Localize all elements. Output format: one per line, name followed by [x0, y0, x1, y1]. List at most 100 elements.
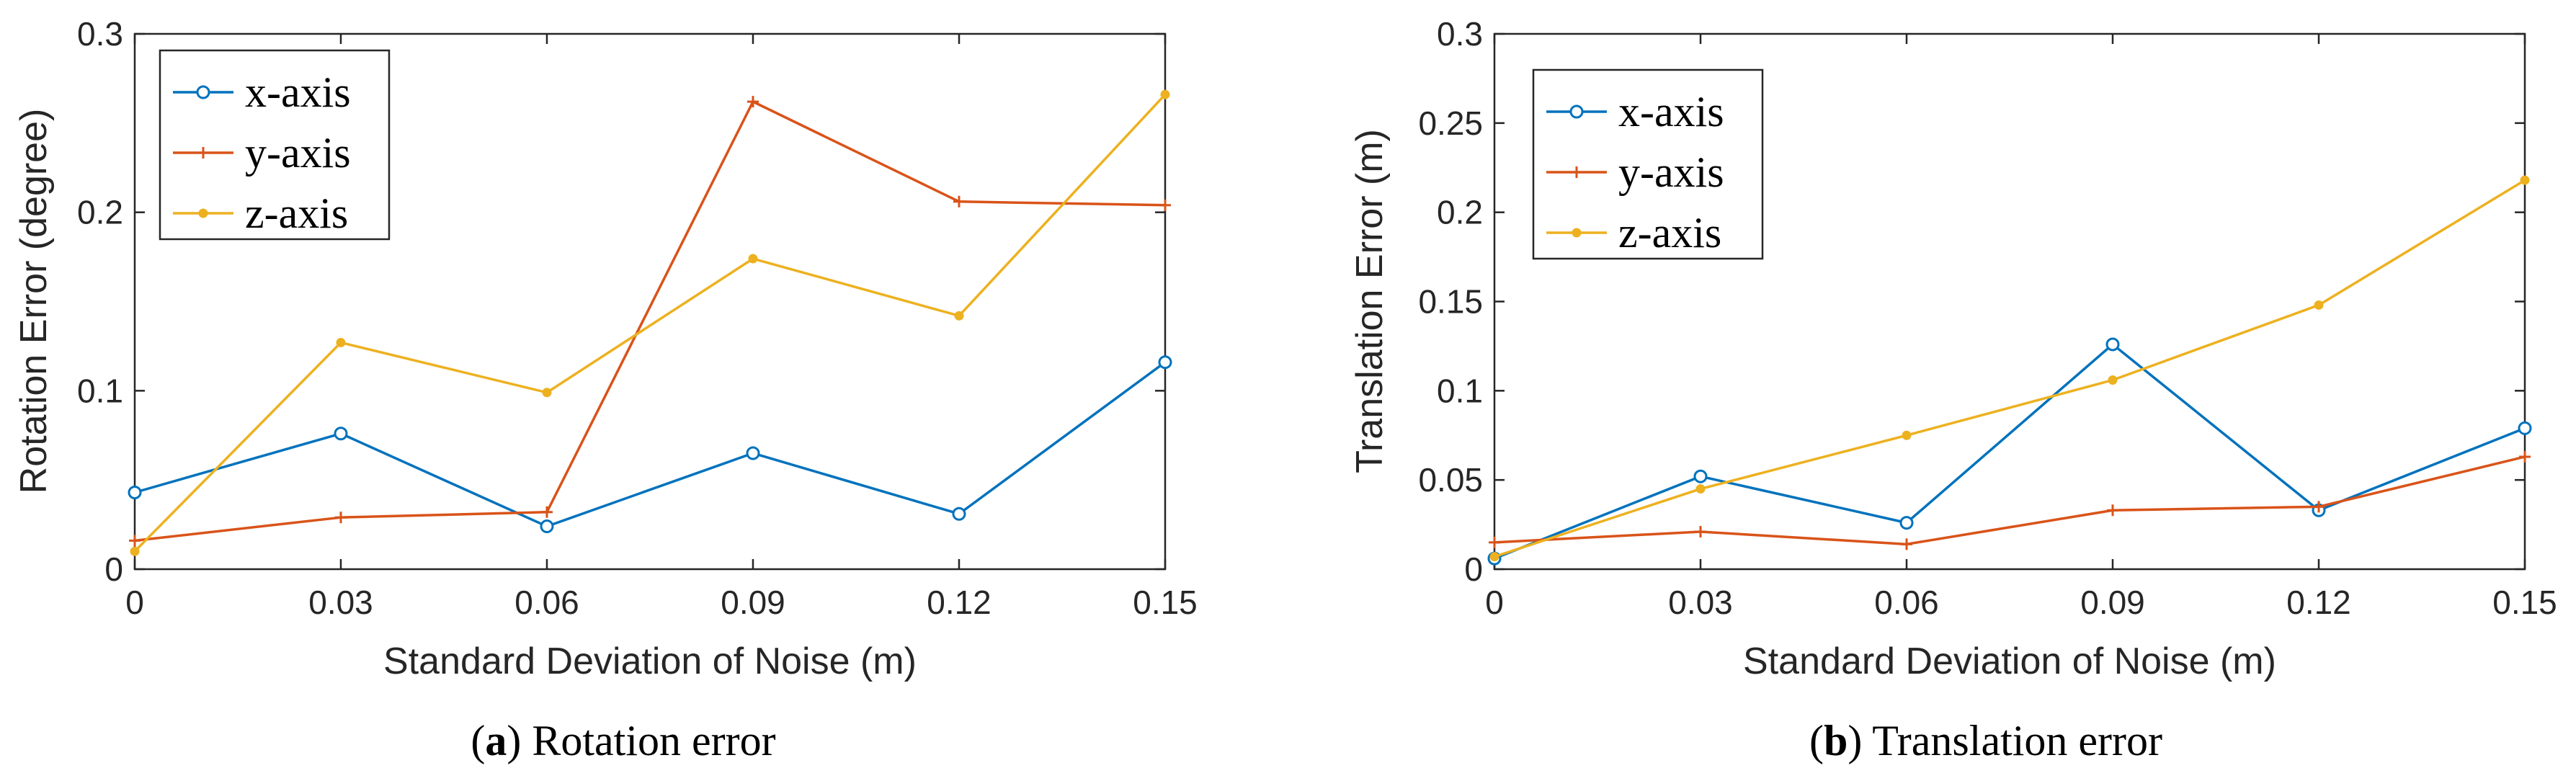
data-point-x-axis [2518, 421, 2532, 435]
legend-label: z-axis [1618, 209, 1721, 256]
translation-error-chart: 0 0.05 0.1 0.15 0.2 0.25 0.3 0 0.03 0.06 0.09 0.12… [1349, 15, 2557, 764]
series-line-x-axis [1494, 343, 2526, 560]
legend-box-a [159, 49, 391, 241]
legend-marker [1571, 166, 1582, 178]
data-point-z-axis [748, 254, 758, 264]
data-point-y-axis [1695, 525, 1706, 537]
y-tick-label: 0.1 [77, 372, 123, 409]
legend-label: y-axis [245, 129, 351, 177]
y-tick-label: 0.3 [1437, 15, 1483, 53]
series-line-z-axis [133, 94, 1167, 553]
legend-entry-y-axis: y-axis [173, 129, 351, 177]
caption-b: (b) Translation error [1809, 717, 2162, 764]
x-tick-label: 0.12 [927, 584, 991, 621]
legend-entry-y-axis: y-axis [1546, 148, 1724, 196]
legend-label: x-axis [1618, 88, 1724, 135]
data-point-z-axis [130, 546, 140, 556]
legend-entry-z-axis: z-axis [173, 189, 348, 237]
data-point-x-axis [2105, 337, 2120, 352]
legend-entry-x-axis: x-axis [173, 68, 351, 116]
data-point-y-axis [2519, 450, 2531, 463]
caption-a-text: Rotation error [532, 717, 775, 764]
legend-label: z-axis [245, 189, 348, 237]
data-point-y-axis [129, 535, 141, 547]
y-tick-labels-b: 0 0.05 0.1 0.15 0.2 0.25 0.3 [1418, 15, 2525, 588]
y-tick-label: 0.2 [77, 194, 123, 231]
legend-entry-x-axis: x-axis [1546, 88, 1724, 135]
data-point-x-axis [334, 427, 348, 441]
legend-a: x-axis y-axis z-axis [159, 49, 391, 241]
y-tick-label: 0.05 [1418, 461, 1483, 499]
data-point-z-axis [2314, 300, 2324, 310]
data-point-y-axis [1901, 538, 1912, 550]
data-point-z-axis [954, 311, 964, 321]
series-group-b [1487, 175, 2532, 566]
legend-entry-z-axis: z-axis [1546, 209, 1721, 256]
series-z-axis [1489, 175, 2530, 562]
data-point-x-axis [128, 486, 142, 500]
data-point-z-axis [2108, 375, 2118, 385]
data-point-x-axis [1693, 469, 1708, 483]
y-tick-label: 0 [104, 550, 123, 588]
data-point-x-axis [1158, 355, 1172, 370]
data-point-y-axis [953, 195, 965, 207]
x-tick-labels-b: 0 0.03 0.06 0.09 0.12 0.15 [1485, 34, 2557, 621]
legend-label: x-axis [245, 68, 351, 116]
data-point-y-axis [1159, 199, 1171, 211]
y-tick-label: 0 [1464, 550, 1483, 588]
data-point-z-axis [1489, 552, 1499, 562]
x-tick-label: 0.12 [2286, 584, 2351, 621]
data-point-z-axis [2520, 175, 2530, 185]
x-tick-label: 0.15 [1133, 584, 1198, 621]
x-tick-label: 0.09 [2080, 584, 2145, 621]
legend-label: y-axis [1618, 148, 1724, 196]
series-y-axis [129, 96, 1171, 547]
x-axis-label-b: Standard Deviation of Noise (m) [1743, 641, 2276, 682]
data-point-x-axis [1899, 516, 1914, 530]
x-tick-label: 0 [1485, 584, 1504, 621]
data-point-y-axis [2313, 501, 2325, 513]
caption-a: (a) Rotation error [471, 717, 775, 764]
y-tick-label: 0.1 [1437, 372, 1483, 409]
y-tick-labels-a: 0 0.1 0.2 0.3 [77, 15, 1165, 588]
data-point-y-axis [747, 96, 759, 108]
x-tick-label: 0.15 [2492, 584, 2557, 621]
y-axis-label-a: Rotation Error (degree) [13, 109, 55, 494]
x-tick-label: 0.06 [1874, 584, 1939, 621]
x-tick-label: 0.03 [1668, 584, 1733, 621]
series-group-a [128, 89, 1172, 556]
y-tick-label: 0.25 [1418, 104, 1483, 142]
series-y-axis [1489, 450, 2531, 550]
caption-b-letter: b [1824, 717, 1848, 764]
series-line-x-axis [134, 361, 1167, 528]
data-point-x-axis [540, 519, 554, 534]
series-line-y-axis [1494, 455, 2526, 546]
legend-marker [1569, 104, 1584, 119]
x-axis-label-a: Standard Deviation of Noise (m) [383, 641, 917, 682]
legend-marker [198, 208, 208, 218]
y-tick-label: 0.2 [1437, 194, 1483, 231]
y-tick-label: 0.3 [77, 15, 123, 53]
data-point-z-axis [1902, 430, 1912, 440]
data-point-x-axis [952, 506, 966, 521]
series-z-axis [130, 89, 1170, 556]
x-tick-labels-a: 0 0.03 0.06 0.09 0.12 0.15 [125, 34, 1198, 621]
legend-marker [197, 147, 209, 159]
data-point-z-axis [336, 337, 346, 347]
x-tick-label: 0.06 [514, 584, 579, 621]
series-line-y-axis [134, 100, 1166, 543]
series-x-axis [1487, 337, 2532, 566]
data-point-y-axis [2107, 504, 2118, 517]
series-x-axis [128, 355, 1172, 534]
x-tick-label: 0.03 [308, 584, 373, 621]
data-point-y-axis [541, 506, 553, 518]
data-point-x-axis [746, 446, 760, 460]
caption-b-text: Translation error [1872, 717, 2162, 764]
y-axis-label-b: Translation Error (m) [1349, 129, 1391, 473]
caption-a-letter: a [485, 717, 507, 764]
data-point-y-axis [335, 512, 347, 524]
legend-marker [196, 85, 210, 99]
legend-box-b [1532, 68, 1764, 260]
data-point-z-axis [542, 388, 552, 398]
data-point-y-axis [1489, 536, 1500, 548]
